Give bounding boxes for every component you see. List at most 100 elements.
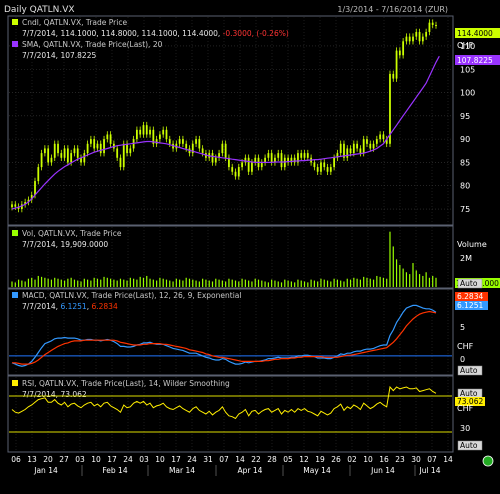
candle-body: [34, 181, 36, 196]
volume-auto-label[interactable]: Auto: [460, 279, 478, 288]
x-month-label: May 14: [303, 466, 331, 475]
volume-bar: [83, 278, 85, 287]
rsi-auto-label[interactable]: Auto: [460, 389, 478, 398]
candle-body: [109, 134, 112, 144]
price-panel: [7, 15, 454, 226]
volume-bar: [106, 277, 108, 287]
x-month-label: Apr 14: [238, 466, 263, 475]
volume-bar: [205, 279, 207, 287]
volume-bar: [126, 280, 128, 287]
x-day-label: 12: [299, 455, 309, 464]
candle-body: [73, 148, 76, 154]
volume-bar: [54, 277, 56, 287]
volume-bar: [73, 279, 76, 287]
candle-body: [11, 204, 13, 208]
candle-body: [402, 41, 405, 56]
candle-body: [119, 157, 122, 168]
volume-bar: [34, 279, 36, 287]
macd-auto-button[interactable]: [457, 365, 483, 376]
x-month-label: Jun 14: [370, 466, 395, 475]
candle-body: [155, 139, 158, 144]
volume-bar: [188, 278, 191, 287]
volume-bar: [221, 280, 223, 287]
volume-bar: [215, 278, 217, 287]
status-indicator-icon[interactable]: [482, 455, 494, 467]
candle-body: [159, 134, 161, 140]
rsi-bottom-auto-button[interactable]: [457, 440, 483, 451]
candle-body: [195, 139, 197, 144]
candle-body: [287, 157, 289, 163]
legend-vol-swatch: [12, 230, 18, 236]
x-day-label: 14: [235, 455, 245, 464]
volume-bar: [103, 276, 105, 287]
candle-body: [129, 148, 132, 154]
rsi-bottom-auto-label[interactable]: Auto: [460, 441, 478, 450]
volume-bar: [142, 277, 145, 287]
volume-bar: [428, 277, 431, 287]
legend-macd-value: 6.1251: [60, 302, 86, 311]
candle-body: [40, 153, 43, 168]
rsi-tick-30: 30: [460, 424, 470, 433]
candle-body: [126, 143, 128, 154]
signal-tag: 6.2834: [457, 292, 483, 301]
rsi-last-tag: 73.062: [457, 397, 483, 406]
volume-bar: [225, 281, 227, 287]
candle-body: [280, 153, 283, 168]
x-day-label: 14: [443, 455, 453, 464]
volume-auto-button[interactable]: [457, 278, 483, 289]
candle-body: [425, 31, 428, 37]
macd-auto-label[interactable]: Auto: [460, 366, 478, 375]
macd-tag-bg: [455, 301, 488, 310]
candle-body: [162, 129, 165, 135]
volume-bar: [343, 281, 345, 287]
x-day-label: 16: [379, 455, 389, 464]
candle-body: [382, 134, 385, 140]
candle-body: [106, 134, 109, 140]
candle-body: [270, 153, 273, 163]
x-day-label: 07: [219, 455, 229, 464]
candle-body: [142, 125, 145, 135]
candle-body: [267, 153, 270, 158]
x-day-label: 05: [283, 455, 293, 464]
candle-body: [37, 167, 40, 182]
candle-body: [405, 36, 408, 42]
volume-bar: [218, 279, 220, 287]
price-tick-label: 90: [460, 135, 470, 144]
candle-body: [254, 157, 257, 163]
candle-body: [251, 162, 253, 172]
volume-bar: [136, 279, 138, 287]
volume-bar: [37, 275, 39, 287]
macd-tag: 6.1251: [457, 301, 483, 310]
volume-bar: [159, 277, 161, 287]
volume-bar: [356, 278, 358, 287]
x-day-label: 24: [123, 455, 133, 464]
x-day-label: 23: [395, 455, 405, 464]
volume-bar: [382, 277, 385, 287]
rsi-unit: CHF: [457, 404, 474, 413]
macd-tick-0: 0: [460, 355, 465, 364]
volume-bar: [346, 278, 348, 287]
volume-bar: [290, 281, 292, 287]
candle-body: [297, 153, 299, 163]
candle-body: [53, 143, 56, 158]
volume-bar: [297, 279, 299, 287]
volume-bar: [14, 282, 16, 287]
candle-body: [191, 143, 194, 154]
candle-body: [66, 148, 69, 163]
volume-bar: [415, 270, 417, 287]
candle-body: [395, 50, 398, 79]
candle-body: [418, 31, 421, 42]
volume-bar: [47, 278, 49, 287]
volume-bar: [211, 281, 214, 287]
volume-bar: [100, 279, 102, 287]
candle-body: [116, 148, 119, 158]
candle-body: [326, 167, 329, 172]
volume-bar: [113, 279, 115, 287]
candle-body: [366, 139, 368, 144]
rsi-last-tag-bg: [455, 397, 485, 406]
volume-axis-label: Volume: [457, 240, 487, 249]
rsi-line: [11, 385, 437, 420]
candle-body: [369, 143, 372, 149]
volume-bar: [185, 277, 187, 287]
volume-bar: [349, 279, 352, 287]
